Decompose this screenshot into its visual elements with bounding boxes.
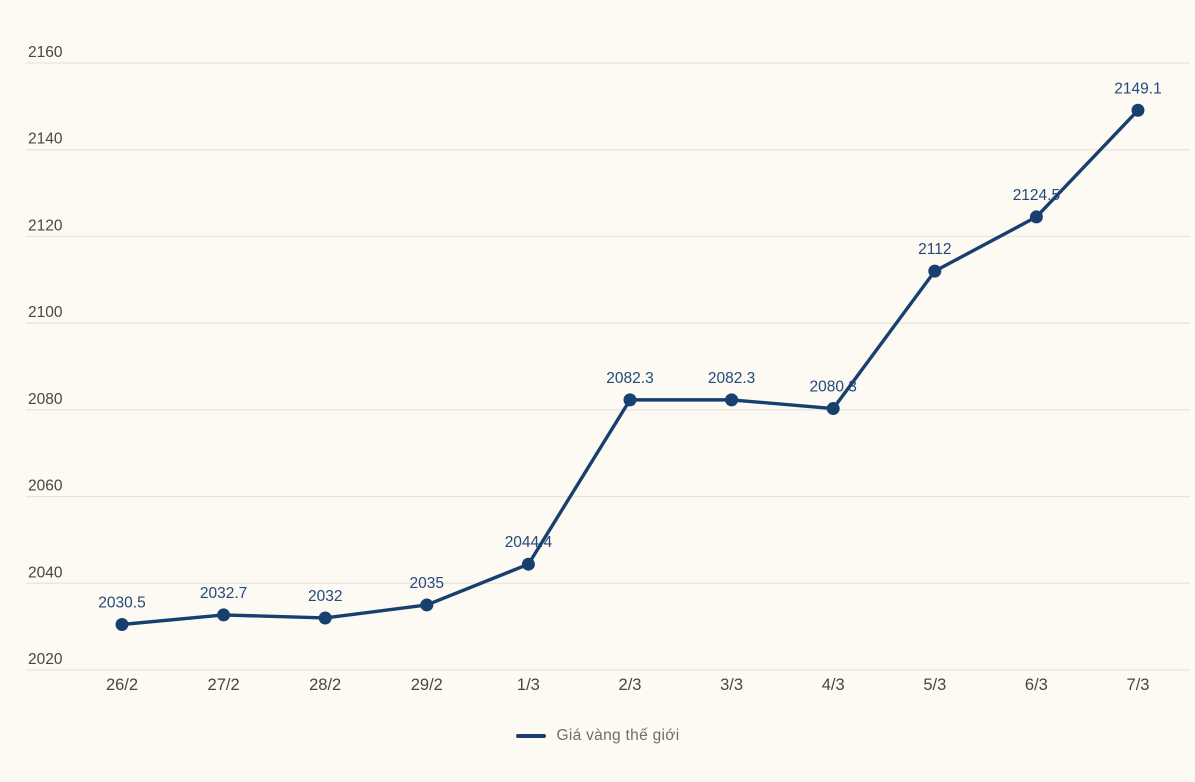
data-point-label: 2080.3 (809, 379, 856, 396)
data-point[interactable] (318, 611, 332, 625)
gold-price-chart: 2020 2040 2060 2080 2100 2120 2140 2160 26/2 27/2… (26, 44, 1190, 694)
y-axis-tick-label: 2080 (28, 391, 63, 408)
data-point-label: 2032.7 (200, 585, 247, 602)
data-point-label: 2044.4 (505, 534, 553, 551)
data-point[interactable] (725, 393, 739, 407)
x-axis-tick-label: 6/3 (1025, 676, 1048, 694)
y-axis-tick-label: 2020 (28, 651, 63, 668)
data-point[interactable] (115, 617, 129, 631)
data-point-label: 2032 (308, 588, 342, 605)
x-axis-tick-label: 2/3 (619, 676, 642, 694)
data-point-label: 2035 (410, 575, 444, 592)
x-axis-tick-label: 1/3 (517, 676, 540, 694)
legend-line-swatch (515, 734, 546, 738)
legend-series-label: Giá vàng thế giới (556, 727, 680, 744)
y-axis-tick-label: 2100 (28, 304, 63, 321)
y-axis-tick-label: 2160 (28, 44, 63, 61)
x-axis-tick-label: 4/3 (822, 676, 845, 694)
data-point[interactable] (826, 402, 840, 416)
data-point[interactable] (1131, 103, 1145, 117)
price-line (120, 108, 1140, 627)
data-point-label: 2082.3 (606, 370, 653, 387)
data-point[interactable] (623, 393, 637, 407)
y-axis-tick-label: 2120 (28, 217, 63, 234)
data-point[interactable] (928, 264, 942, 278)
data-point[interactable] (217, 608, 231, 622)
x-axis-tick-label: 27/2 (208, 676, 240, 694)
x-axis-tick-label: 29/2 (411, 676, 443, 694)
data-point-label: 2124.5 (1013, 187, 1060, 204)
x-axis-tick-label: 3/3 (720, 676, 743, 694)
x-axis-tick-label: 7/3 (1127, 676, 1150, 694)
data-point-label: 2082.3 (708, 370, 755, 387)
x-axis-tick-label: 5/3 (923, 676, 946, 694)
y-axis-tick-label: 2040 (28, 564, 63, 581)
y-axis-tick-label: 2140 (28, 131, 63, 148)
x-axis-tick-label: 26/2 (106, 676, 138, 694)
y-axis-tick-label: 2060 (28, 478, 63, 495)
data-point-label: 2030.5 (98, 594, 145, 611)
data-point[interactable] (1029, 210, 1043, 224)
x-axis-tick-label: 28/2 (309, 676, 341, 694)
chart-legend[interactable]: Giá vàng thế giới (0, 722, 1195, 750)
data-point-label: 2149.1 (1114, 80, 1161, 97)
data-point-label: 2112 (918, 241, 951, 258)
data-point[interactable] (420, 598, 434, 612)
data-point[interactable] (521, 557, 535, 571)
gold-price-chart-container: 2020 2040 2060 2080 2100 2120 2140 2160 26/2 27/2… (26, 44, 1190, 694)
